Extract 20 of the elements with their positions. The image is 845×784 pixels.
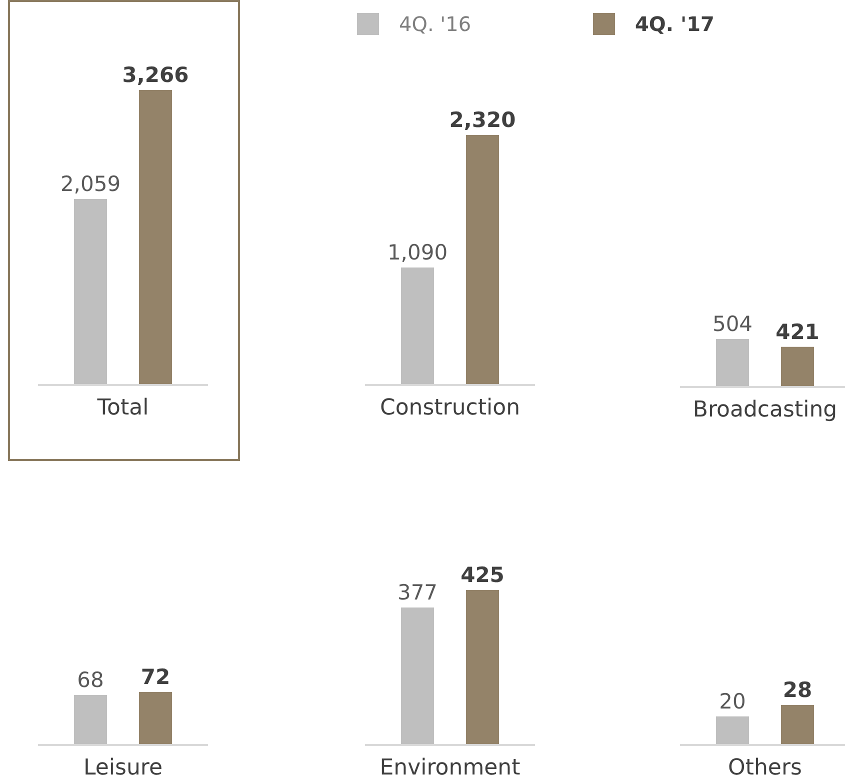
data-label: 3,266 (122, 63, 189, 87)
data-label: 20 (719, 689, 746, 714)
data-label: 2,059 (60, 172, 121, 196)
data-label: 421 (776, 320, 820, 344)
data-label: 28 (782, 678, 812, 702)
x-tick-label: Environment (380, 756, 521, 781)
data-label: 425 (460, 563, 504, 587)
x-tick-label: Leisure (83, 756, 163, 781)
legend-label: 4Q. '16 (399, 12, 472, 36)
data-label: 377 (397, 580, 438, 605)
data-label: 504 (712, 312, 753, 336)
x-tick-label: Broadcasting (692, 398, 838, 423)
x-tick-label: Construction (380, 396, 520, 421)
data-label: 72 (140, 665, 170, 689)
x-tick-label: Others (728, 756, 802, 781)
legend-label: 4Q. '17 (635, 12, 714, 36)
data-label: 68 (77, 668, 104, 692)
x-tick-label: Total (96, 396, 149, 421)
data-label: 1,090 (387, 240, 448, 265)
data-label: 2,320 (449, 108, 516, 132)
